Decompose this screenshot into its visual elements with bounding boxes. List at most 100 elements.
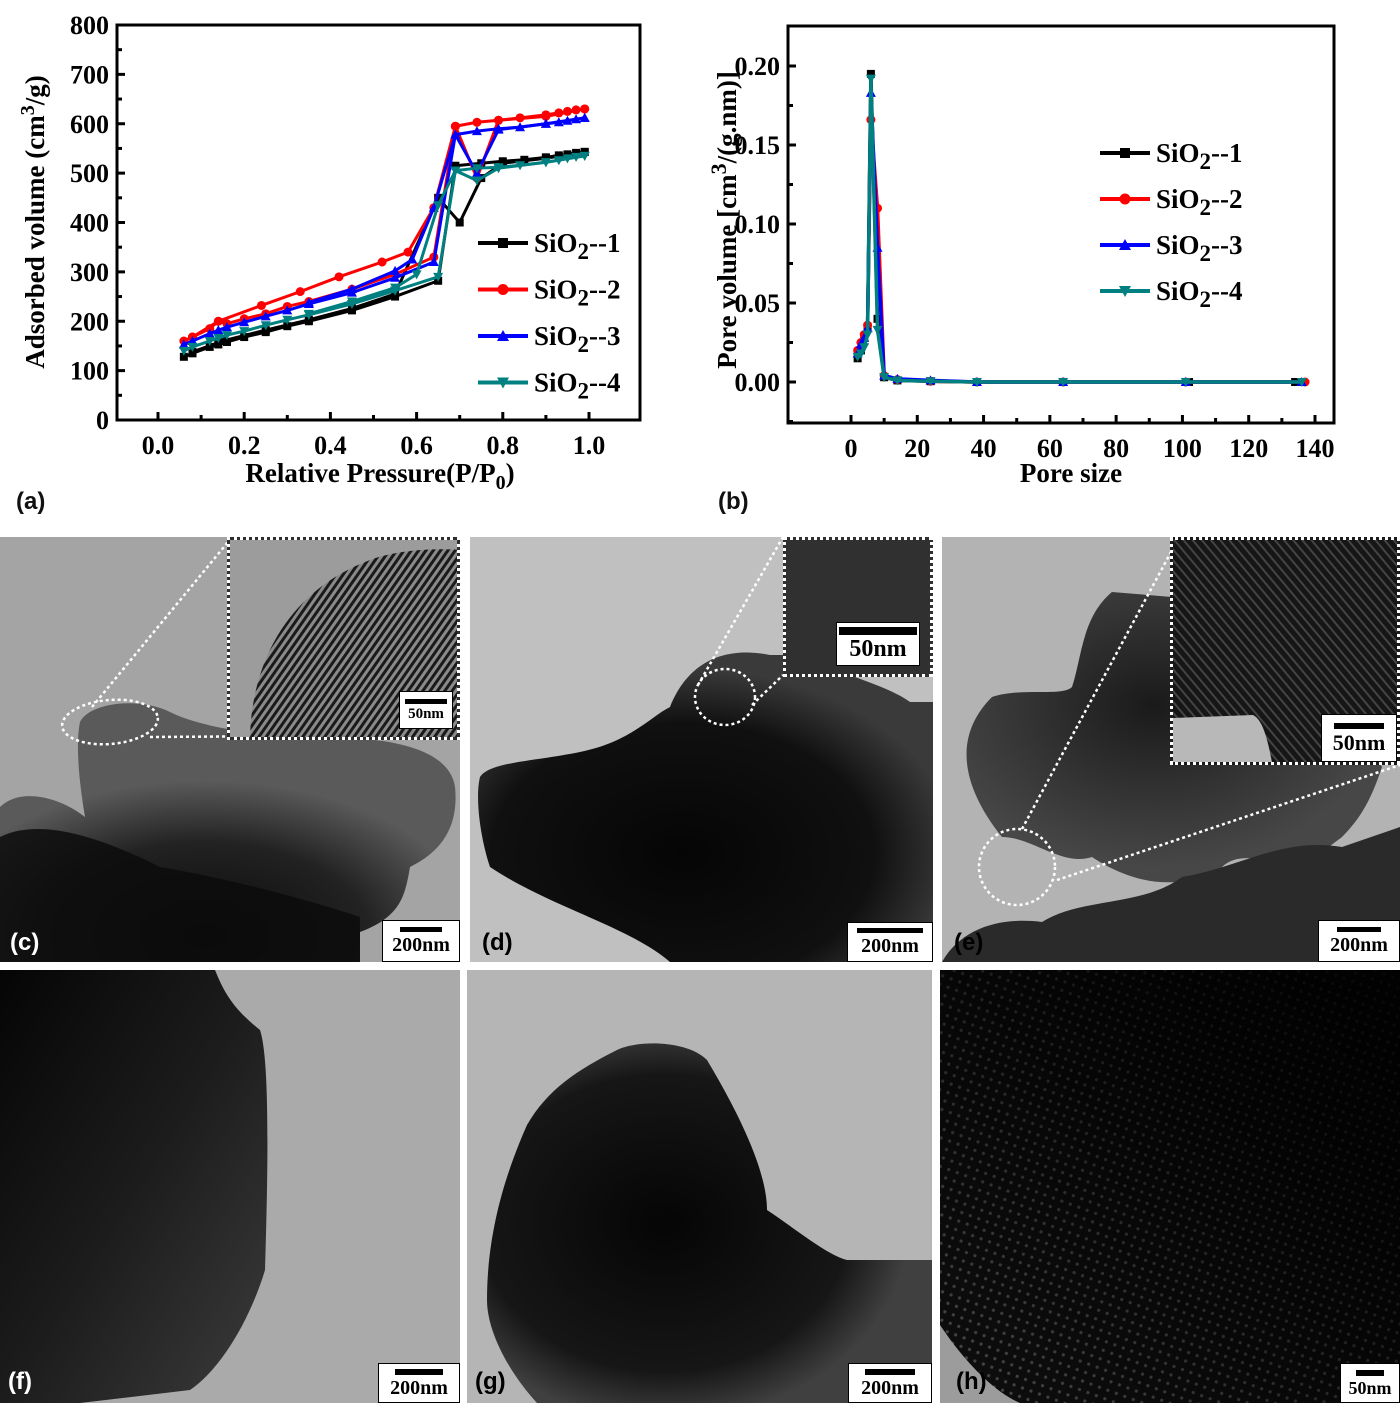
inset-scale-bar-d: 50nm	[836, 622, 920, 666]
y-tick-label: 0.15	[735, 131, 781, 160]
y-tick-label: 300	[70, 258, 109, 287]
y-tick-label: 200	[70, 307, 109, 336]
data-point-marker	[334, 272, 344, 282]
data-point-marker	[1120, 148, 1130, 158]
data-point-marker	[428, 257, 439, 266]
legend-item: SiO2--1	[478, 228, 620, 264]
legend-label: SiO2--1	[534, 228, 620, 264]
y-tick-label: 500	[70, 159, 109, 188]
y-tick-label: 800	[70, 11, 109, 40]
x-tick-label: 1.0	[573, 431, 606, 460]
inset-e: 50nm	[1170, 537, 1400, 765]
legend-item: SiO2--3	[478, 321, 620, 357]
data-point-marker	[493, 124, 504, 134]
data-point-marker	[892, 376, 903, 386]
data-point-marker	[925, 377, 936, 387]
legend-label: SiO2--4	[1156, 276, 1242, 312]
data-point-marker	[282, 315, 293, 325]
data-point-marker	[540, 118, 551, 128]
data-point-marker	[859, 343, 870, 353]
data-point-marker	[390, 272, 401, 282]
data-point-marker	[451, 161, 460, 170]
tem-image-g: (g) 200nm	[467, 970, 932, 1403]
data-point-marker	[471, 176, 482, 186]
legend-item: SiO2--4	[1100, 276, 1242, 312]
data-point-marker	[187, 342, 198, 352]
data-point-marker	[179, 352, 188, 361]
legend-label: SiO2--2	[534, 275, 620, 311]
data-point-marker	[472, 117, 482, 127]
y-tick-label: 0.20	[735, 52, 781, 81]
legend-label: SiO2--3	[1156, 230, 1242, 266]
series-SiO2--1	[853, 69, 1300, 386]
x-tick-label: 100	[1163, 434, 1202, 463]
data-point-marker	[471, 164, 482, 174]
data-point-marker	[282, 305, 293, 315]
scale-bar-f: 200nm	[378, 1363, 460, 1403]
series-SiO2--4	[178, 151, 590, 356]
data-point-marker	[471, 126, 482, 136]
data-point-marker	[260, 321, 271, 331]
data-point-marker	[855, 349, 866, 359]
panel-label-b: (b)	[718, 488, 749, 515]
panel-label-a: (a)	[16, 488, 46, 515]
data-point-marker	[303, 297, 314, 307]
y-axis-title: Adsorbed volume (cm3/g)	[17, 75, 50, 368]
axes: 0 20 40 60 80 100 120 140 0.00 0.05 0.10 0.15 0.20	[735, 24, 1336, 463]
inset-scale-bar-e: 50nm	[1321, 714, 1397, 762]
data-point-marker	[497, 330, 509, 341]
x-tick-label: 0	[845, 434, 858, 463]
x-tick-label: 40	[971, 434, 997, 463]
scale-bar-d: 200nm	[847, 922, 933, 962]
series-SiO2--4	[852, 74, 1307, 387]
data-point-marker	[540, 158, 551, 168]
legend-label: SiO2--1	[1156, 138, 1242, 174]
x-tick-label: 0.8	[487, 431, 520, 460]
legend-label: SiO2--3	[534, 321, 620, 357]
data-point-marker	[222, 337, 231, 346]
series-SiO2--2	[179, 104, 590, 346]
data-point-marker	[213, 325, 224, 335]
data-point-marker	[239, 317, 250, 327]
y-tick-label: 0.10	[735, 210, 781, 239]
legend-item: SiO2--2	[1100, 184, 1242, 220]
data-point-marker	[204, 337, 215, 346]
data-point-marker	[433, 272, 444, 282]
data-point-marker	[213, 316, 223, 326]
data-point-marker	[872, 325, 883, 335]
inset-c: 50nm	[227, 537, 460, 740]
y-tick-label: 0.00	[735, 368, 781, 397]
data-point-marker	[221, 322, 232, 332]
data-point-marker	[579, 151, 590, 161]
data-point-marker	[204, 328, 215, 338]
data-point-marker	[260, 311, 271, 321]
data-point-marker	[541, 111, 551, 121]
lattice-pattern	[940, 970, 1400, 1403]
data-point-marker	[178, 339, 189, 349]
inset-d: 50nm	[783, 537, 933, 677]
pore-distribution-plot: 0 20 40 60 80 100 120 1400.000.050.100.150.20Po…	[706, 24, 1336, 488]
data-point-marker	[295, 287, 305, 297]
data-point-marker	[221, 331, 232, 341]
particle-shape	[0, 970, 460, 1403]
y-tick-label: 700	[70, 60, 109, 89]
panel-label-h: (h)	[956, 1368, 987, 1395]
data-point-marker	[497, 377, 509, 389]
panel-label-g: (g)	[475, 1368, 506, 1395]
data-point-marker	[390, 283, 401, 293]
x-axis-title: Relative Pressure(P/P0)	[245, 458, 514, 494]
x-axis-title: Pore size	[1020, 458, 1122, 488]
data-point-marker	[879, 373, 890, 383]
tem-image-d: 50nm (d) 200nm	[470, 537, 933, 962]
data-point-marker	[256, 300, 266, 310]
panel-label-e: (e)	[954, 929, 984, 956]
x-tick-label: 60	[1037, 434, 1063, 463]
panel-label-f: (f)	[8, 1368, 32, 1395]
data-point-marker	[346, 297, 357, 307]
panel-label-c: (c)	[10, 929, 40, 956]
data-point-marker	[493, 164, 504, 174]
y-tick-label: 0.05	[735, 289, 781, 318]
scale-bar-g: 200nm	[848, 1363, 932, 1403]
tem-image-h: (h) 50nm	[940, 970, 1400, 1403]
data-point-marker	[1058, 378, 1069, 387]
